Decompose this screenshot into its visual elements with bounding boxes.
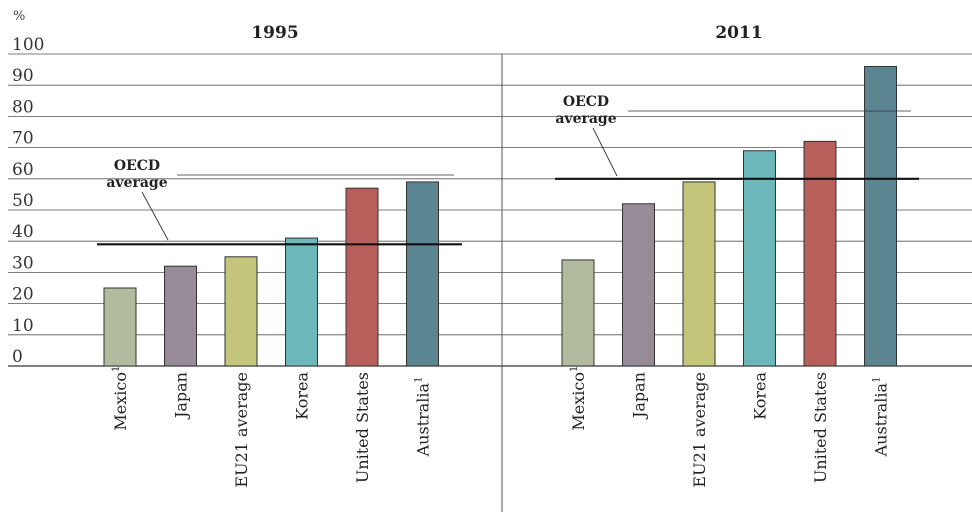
panels: 1995 Mexico1 Japan EU21 average Korea United … bbox=[97, 23, 919, 488]
y-tick-label: 70 bbox=[12, 129, 34, 149]
panel-title: 1995 bbox=[251, 23, 298, 43]
category-label: EU21 average bbox=[690, 372, 709, 488]
y-tick-label: 100 bbox=[12, 35, 44, 55]
category-label: Korea bbox=[751, 372, 770, 420]
footnote-marker: 1 bbox=[872, 377, 883, 383]
category-label: Mexico1 bbox=[569, 366, 588, 431]
y-tick-label: 0 bbox=[12, 347, 23, 367]
footnote-marker: 1 bbox=[111, 366, 122, 372]
category-label: United States bbox=[811, 372, 830, 483]
y-tick-label: 10 bbox=[12, 316, 34, 336]
category-label: Japan bbox=[630, 372, 649, 420]
y-tick-label: 30 bbox=[12, 253, 34, 273]
oecd-average-label: OECD bbox=[563, 94, 609, 110]
bar-korea bbox=[285, 237, 318, 367]
bar-eu21-average bbox=[682, 181, 716, 367]
oecd-average-label: average bbox=[555, 111, 616, 127]
category-label: Australia1 bbox=[872, 377, 891, 458]
bar-australia bbox=[864, 65, 897, 367]
bar-eu21-average bbox=[224, 256, 258, 367]
bar-japan bbox=[622, 203, 655, 367]
y-tick-label: 90 bbox=[12, 66, 34, 86]
category-label: Mexico1 bbox=[111, 366, 130, 431]
category-label: EU21 average bbox=[232, 372, 251, 488]
footnote-marker: 1 bbox=[569, 366, 580, 372]
y-axis-unit: % bbox=[13, 9, 25, 24]
y-axis: 0 10 20 30 40 50 60 70 80 90 100 bbox=[12, 35, 44, 367]
bar-korea bbox=[743, 150, 776, 367]
y-tick-label: 80 bbox=[12, 97, 34, 117]
oecd-average-label: OECD bbox=[114, 158, 160, 174]
oecd-average-label: average bbox=[106, 175, 167, 191]
label-pointer bbox=[592, 127, 618, 177]
bar-united-states bbox=[803, 140, 837, 367]
bar-mexico bbox=[103, 287, 137, 367]
panel-1995: 1995 Mexico1 Japan EU21 average Korea United … bbox=[97, 23, 462, 488]
y-tick-label: 40 bbox=[12, 222, 34, 242]
bar-japan bbox=[164, 265, 197, 367]
label-pointer bbox=[141, 191, 169, 241]
footnote-marker: 1 bbox=[414, 377, 425, 383]
y-tick-label: 20 bbox=[12, 285, 34, 305]
panel-title: 2011 bbox=[715, 23, 762, 43]
y-tick-label: 50 bbox=[12, 191, 34, 211]
category-label: Korea bbox=[293, 372, 312, 420]
category-label: Australia1 bbox=[414, 377, 433, 458]
category-label: Japan bbox=[172, 372, 191, 420]
y-tick-label: 60 bbox=[12, 160, 34, 180]
bar-united-states bbox=[345, 187, 379, 367]
category-label: United States bbox=[353, 372, 372, 483]
bar-mexico bbox=[561, 259, 595, 367]
panel-2011: 2011 Mexico1 Japan EU21 average Korea United … bbox=[555, 23, 919, 488]
bar-australia bbox=[406, 181, 439, 367]
